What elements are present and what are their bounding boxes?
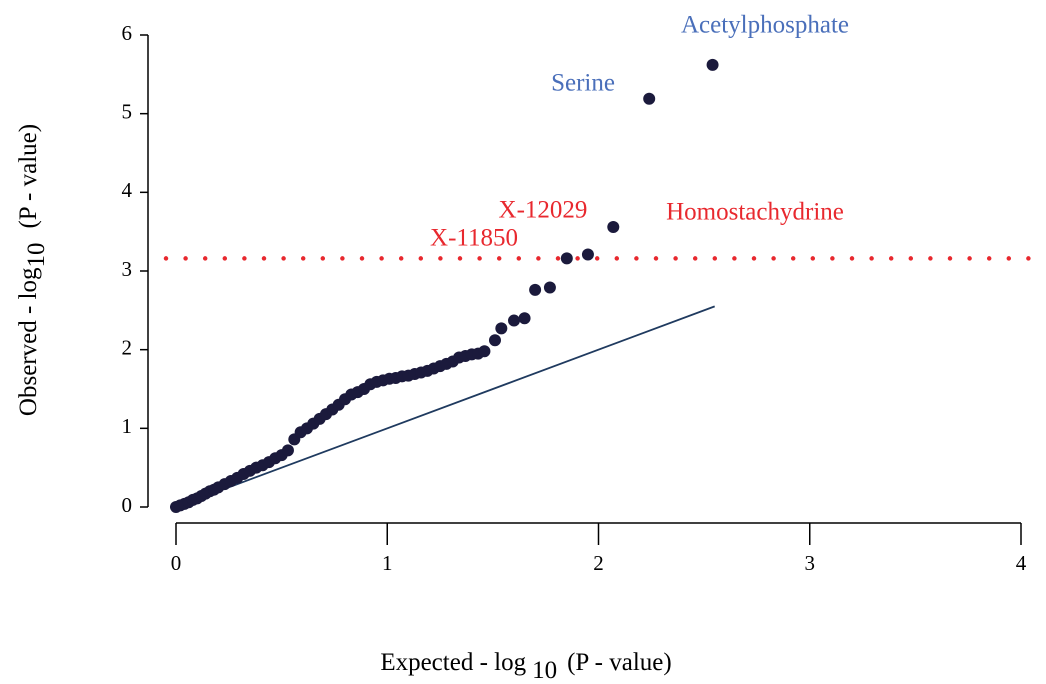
x-label-text: Expected - log	[380, 649, 526, 676]
point	[518, 312, 531, 325]
y-tick-label: 0	[122, 493, 133, 517]
x-axis-label: Expected - log 10 (P - value)	[380, 649, 671, 684]
point	[643, 92, 656, 105]
point	[543, 281, 556, 294]
y-tick-label: 6	[122, 21, 133, 45]
annotation: Homostachydrine	[666, 199, 844, 226]
x-tick-label: 0	[171, 551, 182, 575]
annotation: X-12029	[499, 197, 588, 224]
point	[495, 322, 508, 335]
reference-line	[175, 305, 716, 508]
y-tick-label: 2	[122, 335, 133, 359]
annotation: X-11850	[430, 225, 518, 252]
y-label-subscript: 10	[23, 243, 50, 268]
annotation: Acetylphosphate	[681, 12, 849, 39]
point	[281, 444, 294, 457]
y-axis-label: Observed - log10 (P - value)	[15, 124, 50, 416]
point	[488, 334, 501, 347]
x-label-suffix: (P - value)	[567, 649, 672, 676]
x-tick-label: 1	[382, 551, 393, 575]
point	[478, 345, 491, 358]
x-tick-label: 3	[805, 551, 816, 575]
point	[508, 314, 520, 327]
x-label-subscript: 10	[532, 657, 557, 684]
y-tick-label: 4	[122, 178, 133, 202]
point	[706, 58, 719, 71]
y-label-text: Observed - log	[15, 267, 42, 416]
point	[560, 252, 573, 265]
point	[581, 248, 594, 261]
annotation: Serine	[551, 70, 615, 97]
x-tick-label: 2	[593, 551, 604, 575]
y-tick-label: 3	[122, 257, 133, 281]
x-tick-label: 4	[1016, 551, 1027, 575]
y-tick-label: 1	[122, 414, 133, 438]
point	[529, 283, 542, 296]
y-tick-label: 5	[122, 99, 133, 123]
point	[607, 220, 620, 233]
y-label-suffix: (P - value)	[15, 124, 42, 229]
